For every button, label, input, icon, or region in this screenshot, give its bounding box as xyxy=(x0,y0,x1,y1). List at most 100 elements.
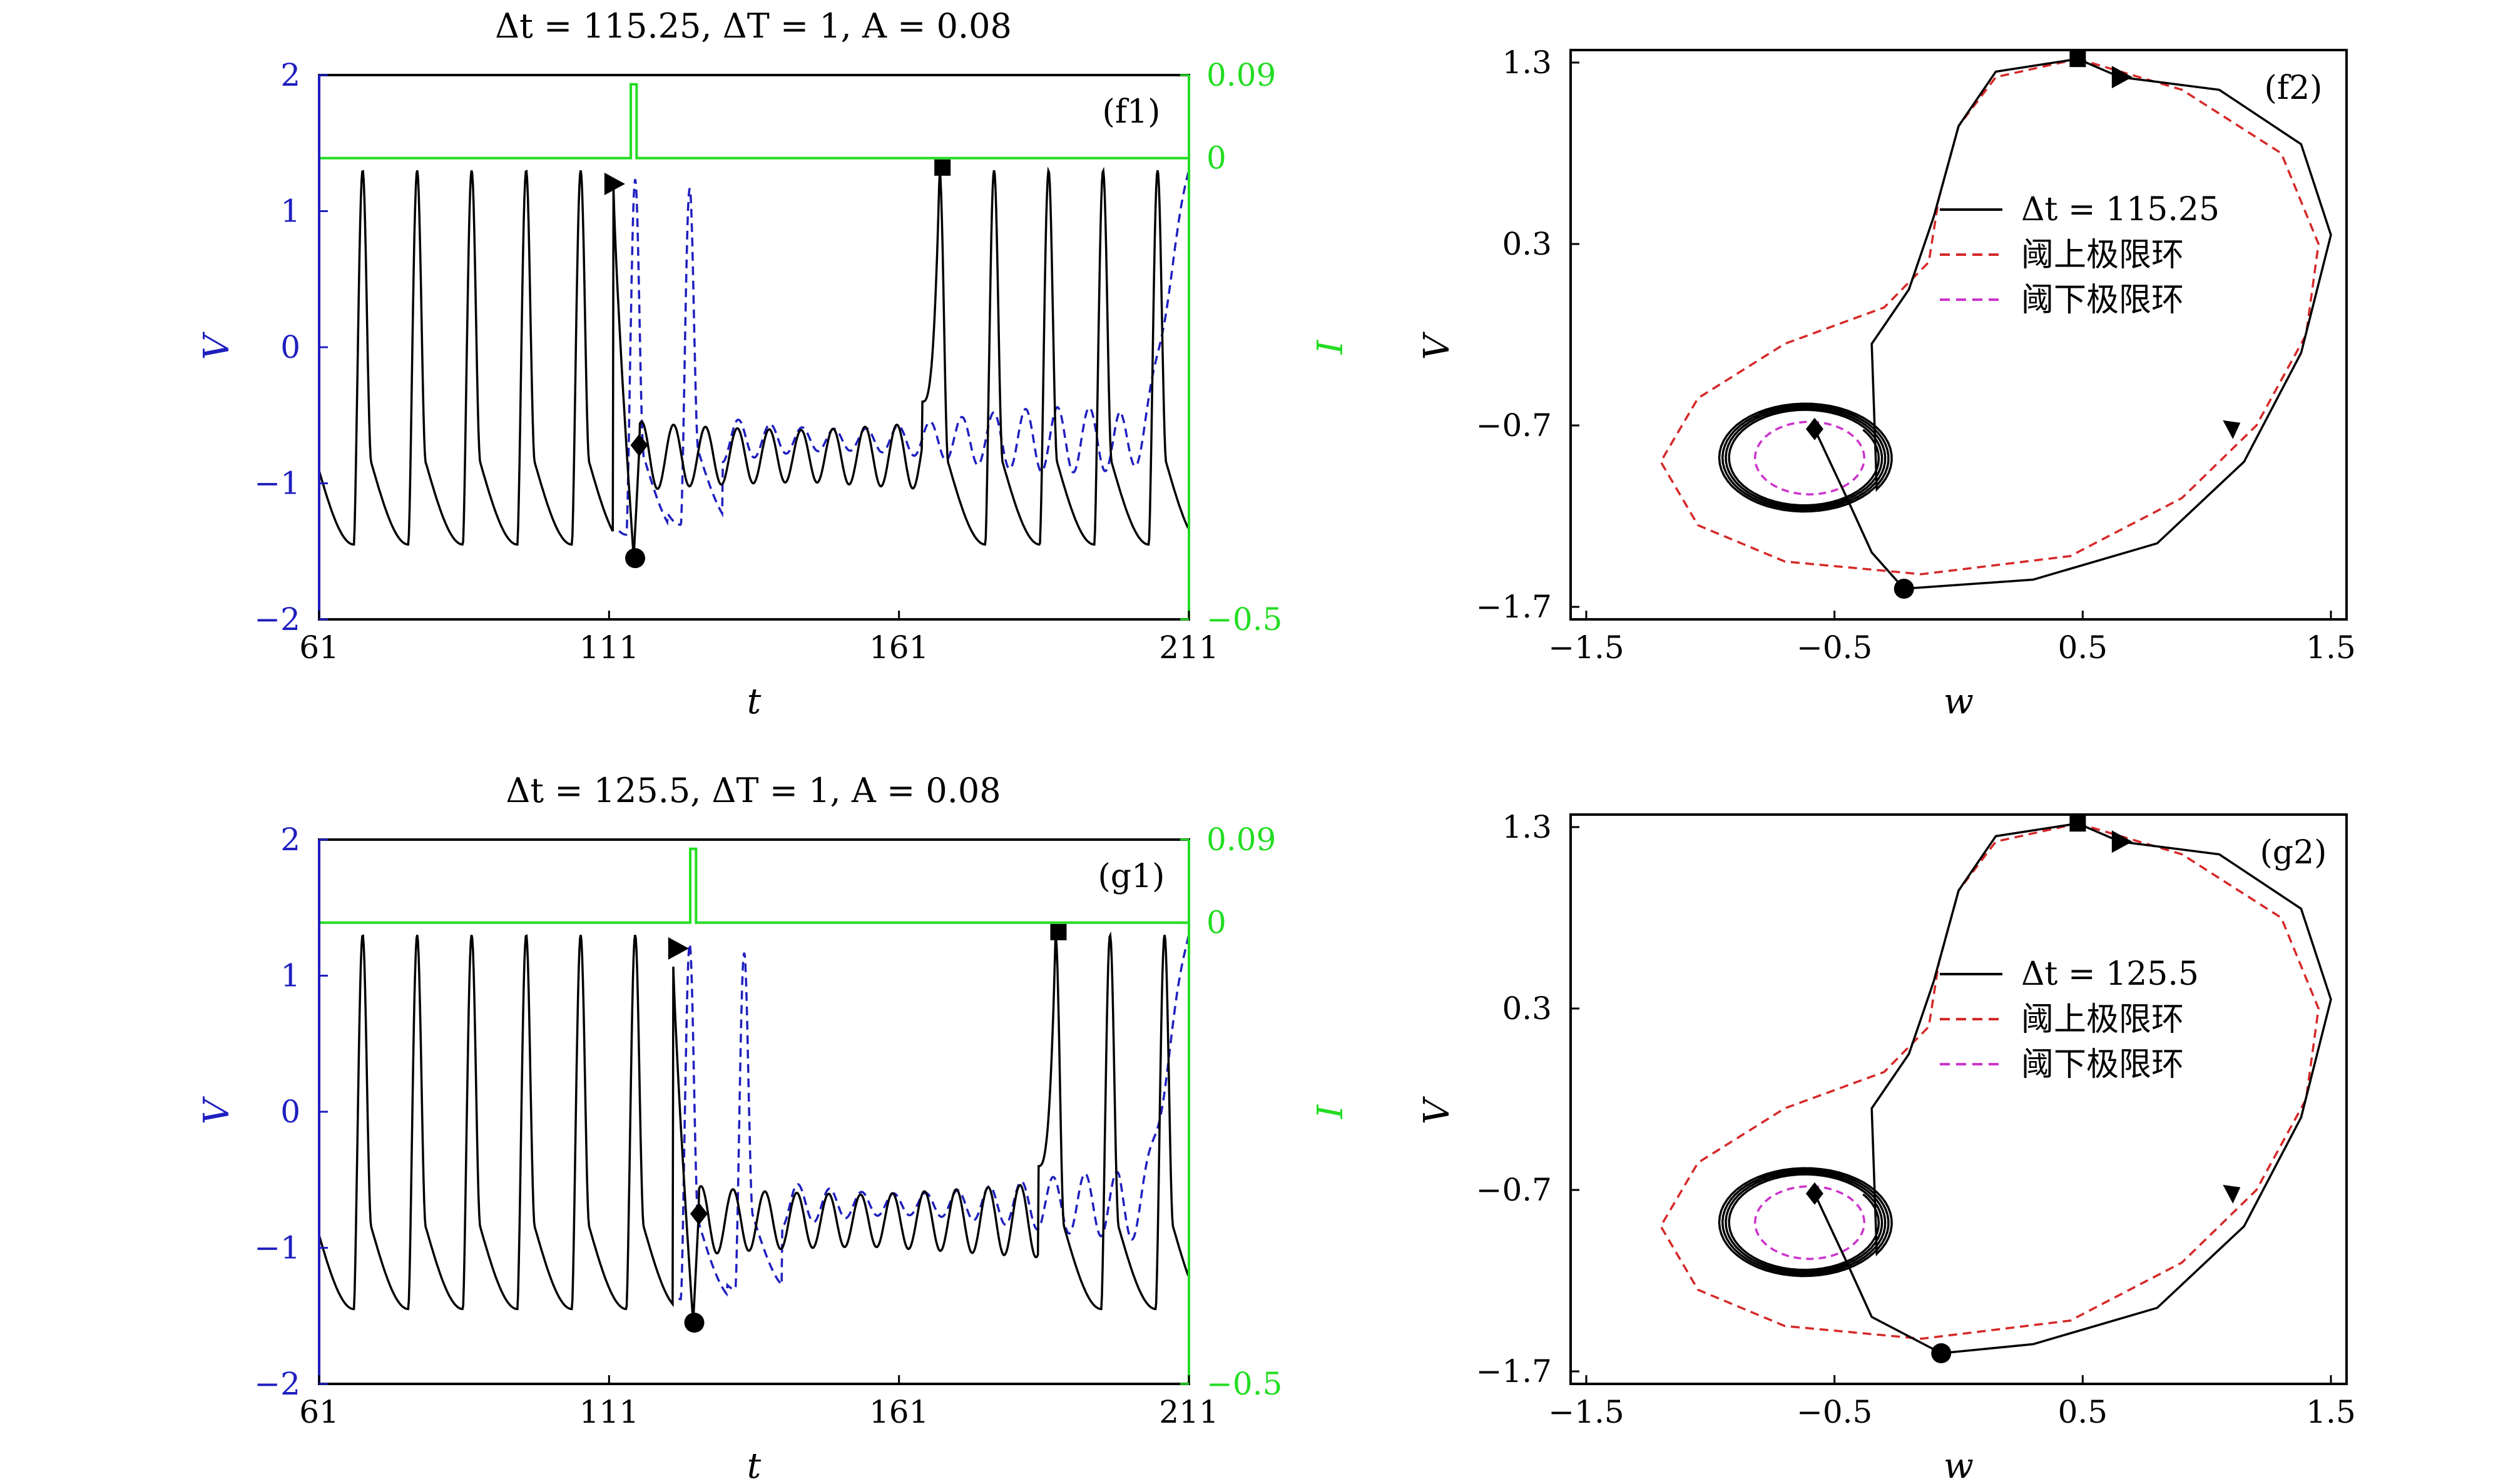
g2-y-tick-label: −0.7 xyxy=(1476,1172,1552,1208)
panel-g2-ylabel: V xyxy=(1417,1095,1457,1124)
g1-marker-triangle xyxy=(668,937,689,960)
g2-marker-triangle-down xyxy=(2223,1184,2241,1204)
g1-dashed-reference-line xyxy=(678,935,1190,1301)
f2-x-tick-label: 1.5 xyxy=(2306,629,2356,666)
panel-f2-frame xyxy=(1569,49,2348,621)
f1-x-tick-label: 211 xyxy=(1159,629,1218,666)
g1-y2-tick-label: 0 xyxy=(1206,905,1226,941)
f1-membrane-potential-line xyxy=(318,166,1190,557)
panel-f2-plot xyxy=(1659,51,2332,599)
panel-g1-plot xyxy=(318,847,1190,1333)
g2-trajectory-line xyxy=(1718,822,2332,1354)
g1-marker-circle xyxy=(684,1313,705,1333)
f2-y-tick-label: 1.3 xyxy=(1502,44,1552,81)
f1-marker-diamond xyxy=(630,434,648,457)
g1-y-tick-label: 2 xyxy=(280,821,300,858)
f1-marker-triangle xyxy=(604,173,625,195)
g1-x-tick-label: 111 xyxy=(579,1394,639,1430)
f2-lower-limit-cycle-line xyxy=(1753,420,1866,496)
panel-f2-ticks: −1.5 −0.5 0.5 1.5 1.3 0.3 −0.7 −1.7 xyxy=(1476,44,2356,666)
g2-y-tick-label: −1.7 xyxy=(1476,1353,1552,1390)
panel-f2-ylabel: V xyxy=(1417,331,1457,360)
f1-y-tick-label: 2 xyxy=(280,57,300,93)
g2-lower-limit-cycle-line xyxy=(1753,1185,1866,1260)
panel-f1-ylabel: V xyxy=(196,331,237,360)
panel-g1-ylabel: V xyxy=(196,1095,237,1124)
panel-g1-ticks: 61 111 161 211 2 1 0 −1 −2 0.09 0 −0.5 xyxy=(254,821,1282,1430)
f2-x-tick-label: 0.5 xyxy=(2058,629,2108,666)
g2-marker-square xyxy=(2069,815,2086,832)
f1-y-tick-label: 1 xyxy=(280,193,300,230)
f1-x-tick-label: 111 xyxy=(579,629,639,666)
f1-x-tick-label: 61 xyxy=(299,629,339,666)
panel-f1-plot xyxy=(318,83,1190,569)
f1-marker-circle xyxy=(625,548,646,569)
f2-marker-square xyxy=(2069,51,2086,68)
g1-x-tick-label: 61 xyxy=(299,1394,339,1430)
f2-marker-circle xyxy=(1894,579,1914,599)
f2-x-tick-label: −0.5 xyxy=(1797,629,1872,666)
f2-trajectory-line xyxy=(1718,58,2332,590)
g2-x-tick-label: −0.5 xyxy=(1797,1394,1872,1430)
f2-upper-limit-cycle-line xyxy=(1659,58,2320,576)
panel-f2-xlabel: w xyxy=(1944,681,1974,722)
g2-upper-limit-cycle-line xyxy=(1659,822,2320,1340)
panel-f2-legend: Δt = 115.25 阈上极限环 阈下极限环 xyxy=(1940,191,2220,319)
panel-f1-ticks: 61 111 161 211 2 1 0 −1 −2 0.09 0 −0.5 xyxy=(254,57,1282,666)
f1-y2-tick-label: 0.09 xyxy=(1206,57,1276,93)
f2-marker-diamond xyxy=(1805,417,1823,440)
panel-g1-tag: (g1) xyxy=(1098,858,1165,895)
g1-marker-square xyxy=(1050,923,1067,940)
g2-x-tick-label: 0.5 xyxy=(2058,1394,2108,1430)
panel-f1-tag: (f1) xyxy=(1103,93,1161,131)
g2-y-tick-label: 0.3 xyxy=(1502,990,1552,1027)
panel-g2-ticks: −1.5 −0.5 0.5 1.5 1.3 0.3 −0.7 −1.7 xyxy=(1476,809,2356,1430)
f1-y-tick-label: −1 xyxy=(254,465,300,502)
g1-membrane-potential-line xyxy=(318,931,1190,1318)
panel-f2: −1.5 −0.5 0.5 1.5 1.3 0.3 −0.7 −1.7 (f2) w V Δt… xyxy=(1417,44,2356,722)
f2-y-tick-label: −1.7 xyxy=(1476,589,1552,625)
panel-g2-plot xyxy=(1659,815,2332,1363)
f1-y2-tick-label: −0.5 xyxy=(1206,601,1282,638)
legend-f2-upper-label: 阈上极限环 xyxy=(2021,236,2184,274)
g1-marker-diamond xyxy=(690,1202,708,1226)
f1-marker-square xyxy=(934,159,951,176)
f1-x-tick-label: 161 xyxy=(869,629,929,666)
legend-f2-lower-label: 阈下极限环 xyxy=(2021,282,2184,319)
panel-g2-legend: Δt = 125.5 阈上极限环 阈下极限环 xyxy=(1940,955,2199,1084)
f2-y-tick-label: −0.7 xyxy=(1476,407,1552,444)
g1-y-tick-label: −1 xyxy=(254,1230,300,1266)
f1-y-tick-label: −2 xyxy=(254,601,300,638)
panel-g2: −1.5 −0.5 0.5 1.5 1.3 0.3 −0.7 −1.7 (g2) w V Δt… xyxy=(1417,809,2356,1484)
f2-x-tick-label: −1.5 xyxy=(1548,629,1624,666)
f2-marker-triangle xyxy=(2111,66,2133,89)
f1-y2-tick-label: 0 xyxy=(1206,140,1226,176)
panel-g2-xlabel: w xyxy=(1944,1446,1974,1484)
legend-g2-solid-label: Δt = 125.5 xyxy=(2021,955,2199,993)
g2-marker-diamond xyxy=(1805,1182,1823,1205)
panel-g2-frame xyxy=(1569,813,2348,1385)
g2-marker-circle xyxy=(1931,1343,1952,1363)
panel-g1-xlabel: t xyxy=(747,1446,762,1484)
panel-g1-title: Δt = 125.5, ΔT = 1, A = 0.08 xyxy=(506,771,1001,810)
panel-g1: Δt = 125.5, ΔT = 1, A = 0.08 61 111 161 211… xyxy=(196,771,1351,1484)
legend-g2-lower-label: 阈下极限环 xyxy=(2021,1046,2184,1084)
f1-stimulus-line xyxy=(319,83,1189,160)
panel-f1: Δt = 115.25, ΔT = 1, A = 0.08 61 111 161 21… xyxy=(196,6,1351,722)
g1-stimulus-line xyxy=(319,847,1189,924)
g1-y-tick-label: −2 xyxy=(254,1366,300,1402)
legend-g2-upper-label: 阈上极限环 xyxy=(2021,1001,2184,1039)
panel-f1-y2label: I xyxy=(1310,339,1351,355)
g1-x-tick-label: 161 xyxy=(869,1394,929,1430)
g1-y2-tick-label: −0.5 xyxy=(1206,1366,1282,1402)
f2-marker-triangle-down xyxy=(2223,420,2241,439)
panel-f1-title: Δt = 115.25, ΔT = 1, A = 0.08 xyxy=(495,6,1012,46)
g2-x-tick-label: 1.5 xyxy=(2306,1394,2356,1430)
panel-g2-tag: (g2) xyxy=(2260,834,2327,872)
f2-y-tick-label: 0.3 xyxy=(1502,226,1552,262)
panel-f1-xlabel: t xyxy=(747,681,762,722)
g1-x-tick-label: 211 xyxy=(1159,1394,1218,1430)
g1-y-tick-label: 0 xyxy=(280,1094,300,1130)
